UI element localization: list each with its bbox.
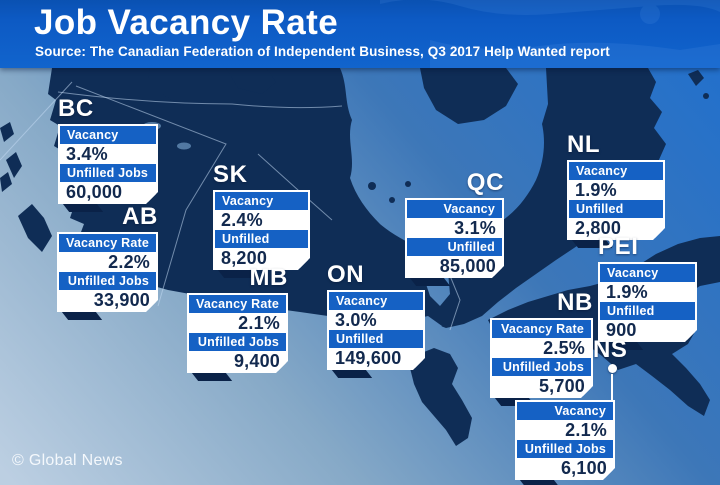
province-label: MB — [249, 264, 288, 291]
unfilled-jobs-header: Unfilled Jobs — [569, 200, 663, 218]
northern-lake — [177, 142, 191, 150]
page-title: Job Vacancy Rate — [34, 3, 339, 42]
province-label: QC — [466, 169, 504, 196]
province-label: SK — [213, 161, 248, 188]
vacancy-rate-value: 3.0% — [329, 310, 423, 330]
vacancy-rate-header: Vacancy Rate — [329, 292, 423, 310]
province-label: PEI — [598, 233, 639, 260]
province-callout-nb: NB Vacancy Rate 2.5% Unfilled Jobs 5,700 — [490, 289, 593, 406]
atlantic-islet — [688, 70, 704, 86]
province-callout-ab: AB Vacancy Rate 2.2% Unfilled Jobs 33,900 — [57, 203, 158, 320]
province-label: AB — [122, 203, 158, 230]
vacancy-rate-header: Vacancy Rate — [600, 264, 695, 282]
coastal-islet — [0, 122, 14, 142]
vacancy-rate-value: 2.5% — [492, 338, 591, 358]
province-label: NB — [557, 289, 593, 316]
arctic-island — [148, 68, 212, 106]
credit-text: © Global News — [12, 452, 123, 469]
province-label: NL — [567, 131, 601, 158]
unfilled-jobs-header: Unfilled Jobs — [59, 272, 156, 290]
stat-card: Vacancy Rate3.1%Unfilled Jobs85,000 — [405, 198, 504, 278]
province-label: NS — [593, 336, 628, 363]
hudson-bay-islet — [368, 182, 376, 190]
stat-card: Vacancy Rate 2.2% Unfilled Jobs 33,900 — [57, 232, 158, 312]
vacancy-rate-value: 2.1% — [189, 313, 286, 333]
unfilled-jobs-value: 900 — [600, 320, 695, 340]
unfilled-jobs-value: 33,900 — [59, 290, 156, 310]
vacancy-rate-header: Vacancy Rate — [407, 200, 502, 218]
atlantic-islet — [703, 93, 709, 99]
unfilled-jobs-value: 60,000 — [60, 182, 156, 202]
hudson-bay-islet — [405, 181, 411, 187]
unfilled-jobs-value: 85,000 — [407, 256, 502, 276]
stat-card: Vacancy Rate3.0%Unfilled Jobs149,600 — [327, 290, 425, 370]
canada-mainland — [48, 68, 666, 332]
coastal-islet — [0, 172, 12, 192]
vacancy-rate-value: 2.1% — [517, 420, 613, 440]
stat-card: Vacancy Rate 2.1% Unfilled Jobs 9,400 — [187, 293, 288, 373]
unfilled-jobs-value: 9,400 — [189, 351, 286, 371]
baffin-island — [420, 68, 518, 124]
province-label: ON — [327, 261, 365, 288]
haida-gwaii-island — [6, 152, 22, 178]
stat-card: Vacancy Rate1.9%Unfilled Jobs900 — [598, 262, 697, 342]
vancouver-island — [18, 204, 52, 252]
unfilled-jobs-header: Unfilled Jobs — [407, 238, 502, 256]
vacancy-rate-value: 3.1% — [407, 218, 502, 238]
vacancy-rate-header: Vacancy Rate — [215, 192, 308, 210]
unfilled-jobs-value: 6,100 — [517, 458, 613, 478]
vacancy-rate-value: 2.2% — [59, 252, 156, 272]
unfilled-jobs-header: Unfilled Jobs — [517, 440, 613, 458]
stat-card: Vacancy Rate1.9%Unfilled Jobs2,800 — [567, 160, 665, 240]
stat-card: Vacancy Rate 2.5% Unfilled Jobs 5,700 — [490, 318, 593, 398]
vacancy-rate-value: 3.4% — [60, 144, 156, 164]
unfilled-jobs-value: 149,600 — [329, 348, 423, 368]
unfilled-jobs-value: 8,200 — [215, 248, 308, 268]
vacancy-rate-header: Vacancy Rate — [492, 320, 591, 338]
source-line: Source: The Canadian Federation of Indep… — [35, 44, 610, 59]
vacancy-rate-header: Vacancy Rate — [59, 234, 156, 252]
header-band: Job Vacancy Rate Source: The Canadian Fe… — [0, 0, 720, 68]
unfilled-jobs-header: Unfilled Jobs — [600, 302, 695, 320]
arctic-island — [226, 68, 276, 94]
province-callout-mb: MB Vacancy Rate 2.1% Unfilled Jobs 9,400 — [187, 264, 288, 381]
vacancy-rate-value: 1.9% — [569, 180, 663, 200]
unfilled-jobs-header: Unfilled Jobs — [60, 164, 156, 182]
vacancy-rate-header: Vacancy Rate — [60, 126, 156, 144]
vacancy-rate-header: Vacancy Rate — [517, 402, 613, 420]
hudson-bay-islet — [389, 197, 395, 203]
callout-connector-line — [611, 374, 613, 400]
vacancy-rate-header: Vacancy Rate — [569, 162, 663, 180]
vacancy-rate-value: 2.4% — [215, 210, 308, 230]
unfilled-jobs-header: Unfilled Jobs — [329, 330, 423, 348]
vacancy-rate-header: Vacancy Rate — [189, 295, 286, 313]
province-label: BC — [58, 95, 94, 122]
vacancy-rate-value: 1.9% — [600, 282, 695, 302]
unfilled-jobs-value: 2,800 — [569, 218, 663, 238]
unfilled-jobs-value: 5,700 — [492, 376, 591, 396]
southern-ontario — [410, 348, 472, 446]
unfilled-jobs-header: Unfilled Jobs — [215, 230, 308, 248]
location-dot — [608, 364, 617, 373]
unfilled-jobs-header: Unfilled Jobs — [189, 333, 286, 351]
unfilled-jobs-header: Unfilled Jobs — [492, 358, 591, 376]
header-pattern — [380, 0, 720, 68]
